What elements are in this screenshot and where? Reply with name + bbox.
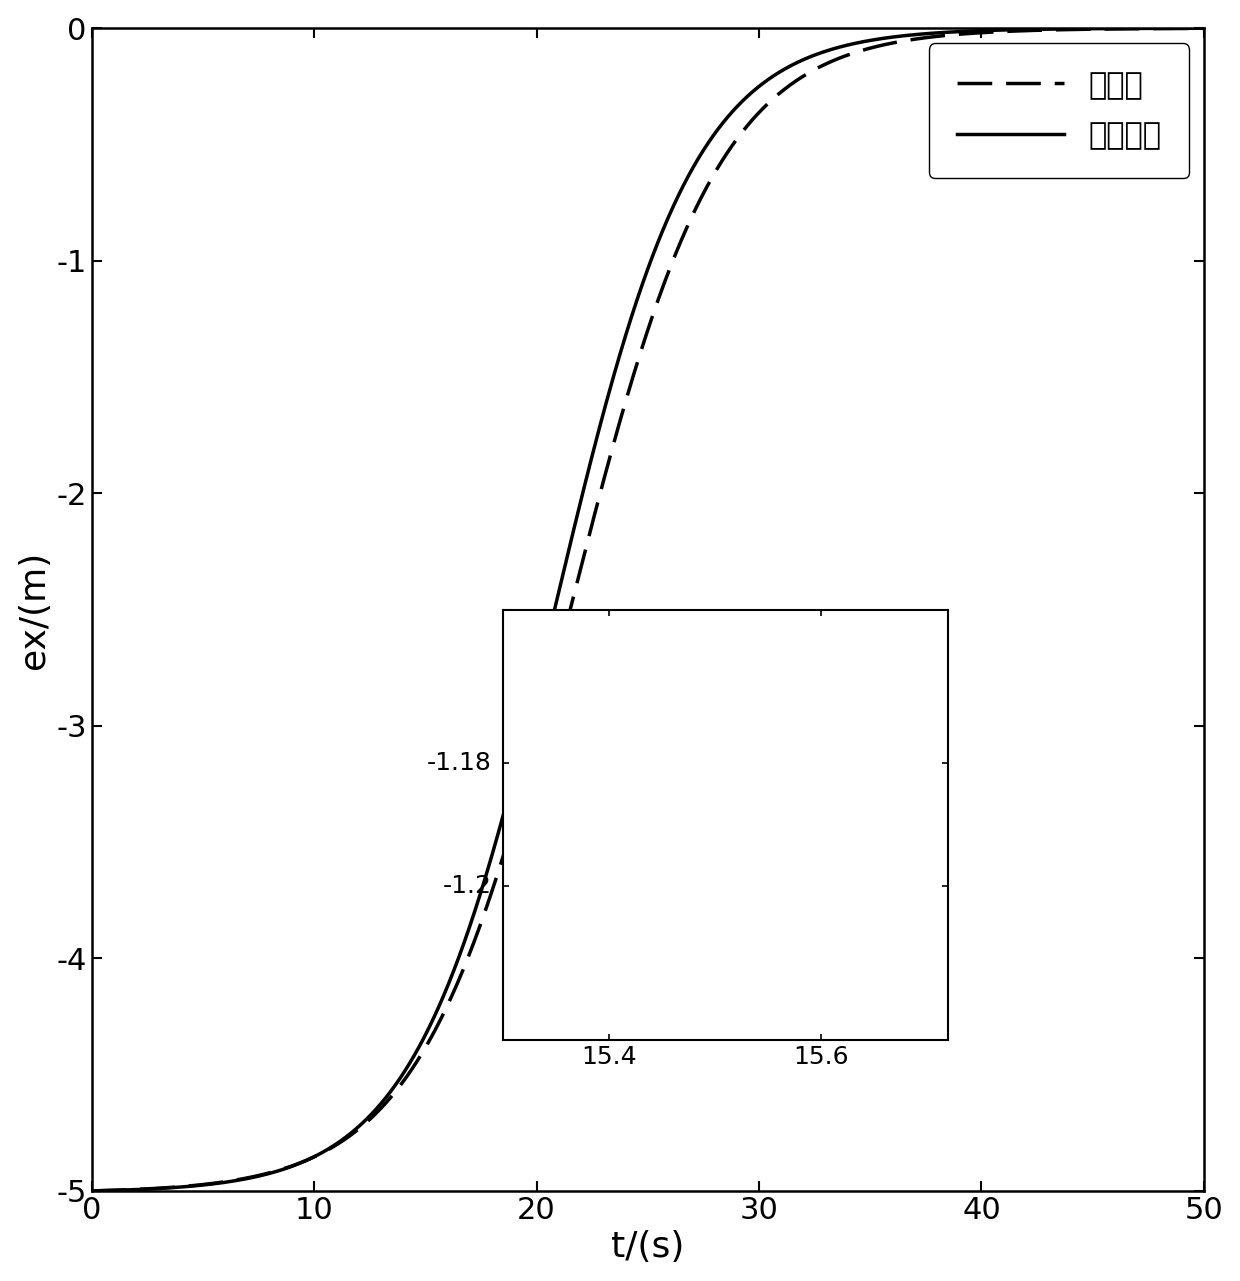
Y-axis label: ex/(m): ex/(m): [16, 551, 51, 669]
X-axis label: t/(s): t/(s): [611, 1230, 684, 1264]
Text: -1.2: -1.2: [443, 874, 492, 898]
Legend: 加限制, 不加限制: 加限制, 不加限制: [929, 44, 1189, 178]
Text: -1.18: -1.18: [427, 751, 492, 775]
